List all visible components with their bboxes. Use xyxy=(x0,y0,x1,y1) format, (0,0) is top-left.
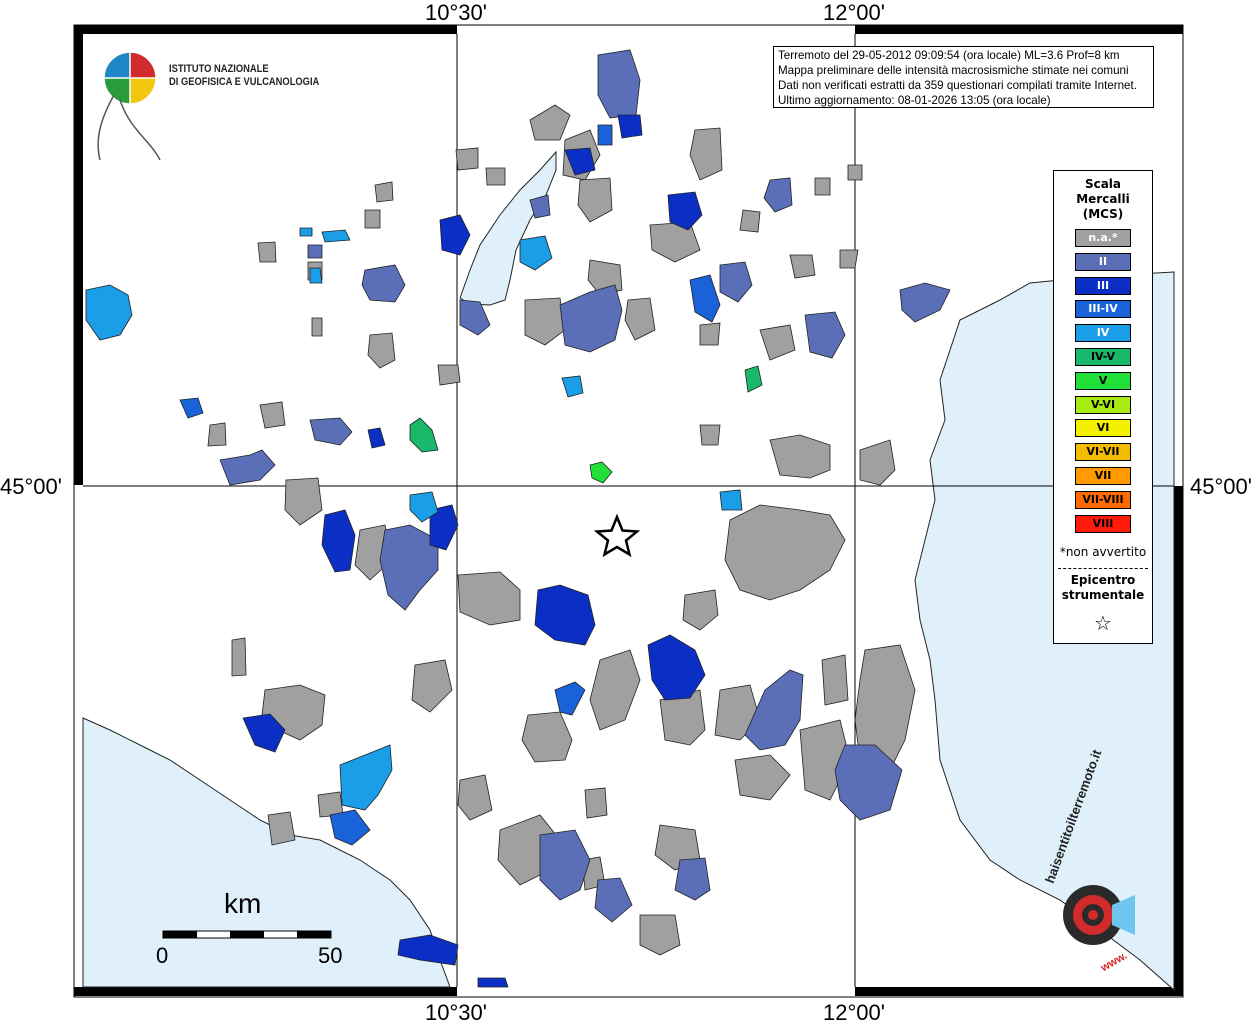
legend-item: V xyxy=(1075,371,1131,390)
epicenter-star xyxy=(593,513,641,558)
ligurian-sea xyxy=(82,717,451,988)
legend-title-line2: Mercalli xyxy=(1076,192,1130,206)
legend-epicenter-label: Epicentro strumentale xyxy=(1054,573,1152,603)
info-line-updated: Ultimo aggiornamento: 08-01-2026 13:05 (… xyxy=(778,94,1051,107)
municipalities-na xyxy=(207,104,916,956)
haisentito-prefix: www. xyxy=(1098,949,1130,975)
legend-star-icon: ☆ xyxy=(1094,611,1112,635)
legend-item: VIII xyxy=(1075,514,1131,533)
legend-divider xyxy=(1058,568,1148,569)
legend-title-line1: Scala xyxy=(1084,177,1122,191)
legend-item: VI xyxy=(1075,419,1131,438)
earthquake-info-box: Terremoto del 29-05-2012 09:09:54 (ora l… xyxy=(773,46,1154,108)
scale-start-label: 0 xyxy=(156,943,169,968)
legend-item: n.a.* xyxy=(1075,229,1131,247)
municipalities xyxy=(85,49,951,988)
legend-item: VI-VII xyxy=(1075,443,1131,462)
lon-label-bottom-left: 10°30' xyxy=(425,1000,487,1025)
legend-epicenter-line1: Epicentro xyxy=(1070,573,1136,587)
legend-item: III xyxy=(1075,276,1131,295)
legend-item: V-VI xyxy=(1075,395,1131,414)
info-line-description: Mappa preliminare delle intensità macros… xyxy=(778,64,1129,77)
scale-unit: km xyxy=(224,888,262,919)
municipalities-V xyxy=(589,461,613,484)
lat-label-right: 45°00' xyxy=(1190,474,1252,499)
legend-title: Scala Mercalli (MCS) xyxy=(1054,177,1152,222)
municipalities-IV xyxy=(85,227,743,811)
frame-ticks xyxy=(74,25,1183,996)
scale-bar xyxy=(162,930,332,939)
lon-label-top-left: 10°30' xyxy=(425,0,487,25)
municipalities-IV-V xyxy=(409,365,763,453)
institute-name-line2: DI GEOFISICA E VULCANOLOGIA xyxy=(169,76,320,88)
scale-end-label: 50 xyxy=(318,943,343,968)
legend-item: III-IV xyxy=(1075,300,1131,319)
institute-name-line1: ISTITUTO NAZIONALE xyxy=(169,63,269,75)
legend-item: VII xyxy=(1075,467,1131,485)
haisentito-logo-icon xyxy=(1063,885,1135,945)
legend-item: IV-V xyxy=(1075,348,1131,366)
legend-epicenter-line2: strumentale xyxy=(1061,588,1145,602)
lake-garda xyxy=(459,150,557,306)
info-line-source: Dati non verificati estratti da 359 ques… xyxy=(778,79,1137,92)
legend-item: IV xyxy=(1075,324,1131,343)
graticule xyxy=(83,34,1174,987)
municipalities-II xyxy=(219,49,951,923)
lat-label-left: 45°00' xyxy=(0,474,62,499)
municipalities-III xyxy=(242,114,706,988)
institute-name: ISTITUTO NAZIONALE DI GEOFISICA E VULCAN… xyxy=(169,63,319,89)
info-line-event: Terremoto del 29-05-2012 09:09:54 (ora l… xyxy=(778,49,1120,62)
lon-label-bottom-right: 12°00' xyxy=(823,1000,885,1025)
haisentito-logo: haisentitoilterremoto.it www. xyxy=(1040,748,1150,978)
ingv-globe-icon xyxy=(97,51,161,161)
legend-note: *non avvertito xyxy=(1059,545,1147,559)
intensity-legend: Scala Mercalli (MCS) n.a.* II III III-IV IV I… xyxy=(1053,170,1153,644)
legend-title-line3: (MCS) xyxy=(1082,207,1124,221)
lon-label-top-right: 12°00' xyxy=(823,0,885,25)
municipalities-III-IV xyxy=(179,124,721,846)
legend-item: II xyxy=(1075,252,1131,271)
legend-item: VII-VIII xyxy=(1075,490,1131,509)
